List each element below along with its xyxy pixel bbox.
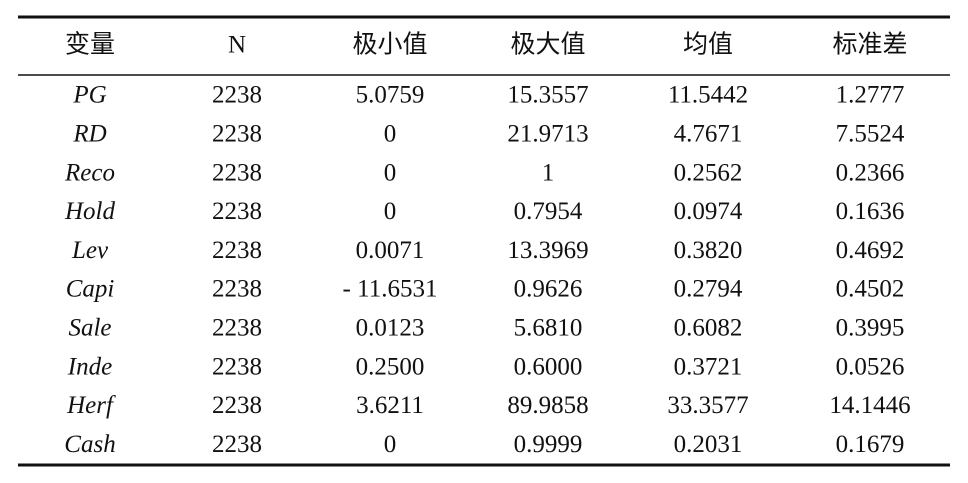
cell: 13.3969 [507, 237, 588, 264]
variable-name: PG [72, 82, 106, 109]
cell: 0.2366 [836, 159, 905, 186]
cell: 2238 [212, 315, 262, 342]
cell: 0 [384, 121, 397, 148]
cell: 0.2794 [674, 276, 743, 303]
cell: 0.4502 [836, 276, 905, 303]
cell: 0 [384, 198, 397, 225]
cell: 0.1636 [836, 198, 905, 225]
cell: 2238 [212, 237, 262, 264]
cell: 4.7671 [674, 121, 743, 148]
cell: 5.0759 [356, 82, 425, 109]
cell: 0.2500 [356, 353, 425, 380]
cell: 0.6000 [514, 353, 583, 380]
cell: 0.6082 [674, 315, 743, 342]
variable-name: Capi [66, 276, 115, 303]
cell: 0.3995 [836, 315, 905, 342]
cell: 0.2562 [674, 159, 743, 186]
cell: 2238 [212, 159, 262, 186]
variable-name: Cash [64, 431, 115, 458]
cell: 0.3820 [674, 237, 743, 264]
cell: 11.5442 [668, 82, 748, 109]
cell: 0.9999 [514, 431, 583, 458]
cell: 0.0123 [356, 315, 425, 342]
cell: 0.0526 [836, 353, 905, 380]
variable-name: Reco [64, 159, 115, 186]
cell: 2238 [212, 121, 262, 148]
cell: 33.3577 [667, 392, 748, 419]
cell: 2238 [212, 392, 262, 419]
variable-name: Lev [71, 237, 109, 264]
cell: 2238 [212, 198, 262, 225]
cell: 0 [384, 159, 397, 186]
cell: 1 [542, 159, 555, 186]
header-cell: 极小值 [352, 31, 427, 59]
cell: 89.9858 [507, 392, 588, 419]
header-cell: 变量 [65, 31, 115, 59]
header-cell: N [228, 32, 246, 59]
cell: 0.2031 [674, 431, 743, 458]
header-cell: 标准差 [832, 31, 907, 59]
variable-name: RD [72, 121, 106, 148]
cell: 0.7954 [514, 198, 583, 225]
cell: 2238 [212, 353, 262, 380]
cell: 0.4692 [836, 237, 905, 264]
cell: 0.9626 [514, 276, 583, 303]
cell: 14.1446 [829, 392, 910, 419]
cell: 0.1679 [836, 431, 905, 458]
cell: 0.0974 [674, 198, 743, 225]
header-cell: 极大值 [510, 31, 585, 59]
cell: 1.2777 [836, 82, 905, 109]
variable-name: Sale [68, 315, 111, 342]
cell: 2238 [212, 82, 262, 109]
cell: 0 [384, 431, 397, 458]
cell: 7.5524 [836, 121, 905, 148]
cell: - 11.6531 [343, 276, 438, 303]
header-cell: 均值 [683, 31, 733, 59]
cell: 3.6211 [356, 392, 424, 419]
cell: 2238 [212, 276, 262, 303]
variable-name: Inde [67, 353, 112, 380]
variable-name: Hold [64, 198, 116, 225]
cell: 5.6810 [514, 315, 583, 342]
cell: 0.3721 [674, 353, 743, 380]
cell: 0.0071 [356, 237, 425, 264]
cell: 15.3557 [507, 82, 588, 109]
cell: 21.9713 [507, 121, 588, 148]
cell: 2238 [212, 431, 262, 458]
variable-name: Herf [66, 392, 116, 419]
